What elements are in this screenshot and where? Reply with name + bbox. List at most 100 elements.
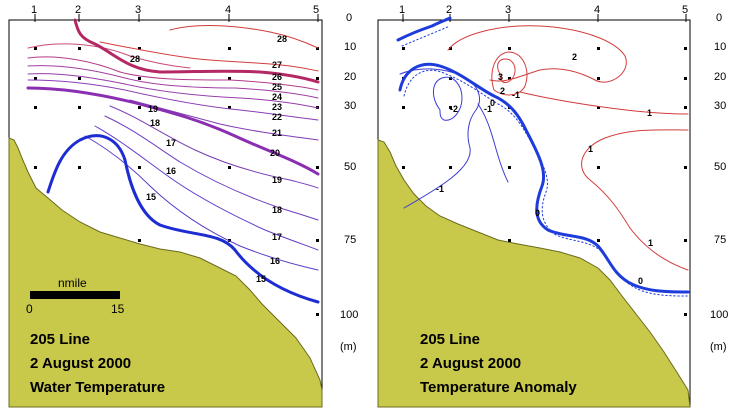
right-depth-tick: 10 (714, 41, 726, 53)
left-depth-axis: 0 10 20 30 50 75 100 (m) (340, 12, 358, 353)
isotherm-15 (46, 134, 320, 304)
anomaly-contour-3 (497, 58, 516, 83)
right-station-axis: 1 2 3 4 5 (399, 4, 688, 22)
scale-bar: nmile 0 15 (26, 276, 125, 316)
isotherm-17 (94, 125, 319, 251)
right-station-label: 2 (446, 4, 452, 16)
isotherm-16 (84, 135, 319, 271)
anomaly-label: -1 (512, 90, 520, 100)
contour-label: 19 (272, 175, 282, 185)
left-panel: 1 2 3 4 5 (8, 4, 358, 408)
isotherm-top-left (27, 43, 191, 69)
contour-label: 24 (272, 92, 282, 102)
left-title: 205 Line 2 August 2000 Water Temperature (30, 331, 165, 396)
right-depth-axis: 0 10 20 30 50 75 100 (m) (710, 12, 728, 353)
scale-bar-rect (30, 291, 120, 299)
isotherm-22 (27, 79, 319, 121)
contour-label: 26 (272, 72, 282, 82)
anomaly-contour-neg1-small (433, 76, 463, 121)
right-depth-tick: 0 (716, 12, 722, 24)
right-title-line: 2 August 2000 (420, 355, 521, 372)
right-depth-unit: (m) (710, 341, 727, 353)
left-title-line: 205 Line (30, 331, 90, 348)
left-isotherms (26, 18, 320, 304)
contour-label: 19 (148, 104, 158, 114)
scale-bar-unit: nmile (58, 276, 87, 290)
right-station-label: 5 (682, 4, 688, 16)
left-depth-tick: 50 (344, 161, 356, 173)
left-depth-unit: (m) (340, 341, 357, 353)
left-station-label: 2 (75, 4, 81, 16)
anomaly-label: 2 (572, 52, 577, 62)
right-land (377, 139, 691, 408)
left-station-axis: 1 2 3 4 5 (31, 4, 319, 22)
isotherm-24 (27, 65, 319, 99)
right-depth-tick: 50 (714, 161, 726, 173)
anomaly-label: 0 (490, 98, 495, 108)
right-depth-tick: 100 (710, 309, 728, 321)
right-panel: 1 2 3 4 5 3 2 (377, 4, 728, 408)
anomaly-label: 0 (535, 208, 540, 218)
anomaly-label: 2 (500, 86, 505, 96)
left-station-label: 4 (225, 4, 231, 16)
anomaly-contour-2-inner (491, 51, 528, 96)
right-depth-tick: 20 (714, 71, 726, 83)
contour-label: 17 (272, 232, 282, 242)
contour-label: 17 (166, 138, 176, 148)
left-contour-labels: 28 27 26 25 24 23 22 21 20 19 18 17 16 1… (130, 34, 287, 284)
left-title-line: Water Temperature (30, 379, 165, 396)
isotherm-25 (27, 56, 319, 91)
anomaly-contour-1-lower (581, 129, 689, 271)
contour-label: 18 (150, 118, 160, 128)
left-depth-tick: 75 (344, 234, 356, 246)
isotherm-19 (109, 105, 319, 189)
right-station-label: 1 (399, 4, 405, 16)
anomaly-label: -1 (484, 104, 492, 114)
contour-label: 20 (270, 148, 280, 158)
scale-bar-end: 15 (111, 302, 125, 316)
isotherm-26 (73, 18, 320, 84)
left-sample-dots (34, 47, 319, 316)
contour-label: 28 (277, 34, 287, 44)
contour-label: 25 (272, 82, 282, 92)
isotherm-27 (99, 41, 319, 72)
anomaly-label: 1 (648, 238, 653, 248)
contour-label: 18 (272, 205, 282, 215)
left-depth-tick: 20 (344, 71, 356, 83)
contour-label: 21 (272, 128, 282, 138)
right-station-label: 4 (594, 4, 600, 16)
anomaly-contour-zero-top (396, 16, 452, 42)
contour-label: 16 (166, 166, 176, 176)
right-depth-tick: 75 (714, 234, 726, 246)
left-depth-tick: 10 (344, 41, 356, 53)
scale-bar-start: 0 (26, 302, 33, 316)
contour-label: 16 (270, 256, 280, 266)
anomaly-label: 0 (638, 276, 643, 286)
left-depth-tick: 30 (344, 100, 356, 112)
anomaly-label: 3 (498, 72, 503, 82)
contour-label: 27 (272, 60, 282, 70)
right-title-line: Temperature Anomaly (420, 379, 577, 396)
right-contour-labels: 3 2 2 1 1 1 0 0 0 -1 -1 -1 -2 (436, 52, 653, 286)
left-station-label: 5 (313, 4, 319, 16)
right-depth-tick: 30 (714, 100, 726, 112)
left-station-label: 3 (135, 4, 141, 16)
left-depth-tick: 100 (340, 309, 358, 321)
anomaly-contour-1 (519, 91, 689, 115)
right-sample-dots (402, 47, 687, 316)
isotherm-18 (104, 115, 319, 221)
left-depth-tick: 0 (346, 12, 352, 24)
right-title-line: 205 Line (420, 331, 480, 348)
isotherm-21-thick (26, 86, 320, 176)
anomaly-label: -2 (450, 104, 458, 114)
anomaly-contour-neg1-right (477, 103, 509, 183)
anomaly-label: 1 (647, 108, 652, 118)
right-station-label: 3 (505, 4, 511, 16)
left-land (8, 137, 323, 408)
right-anomaly-contours (396, 16, 690, 297)
contour-label: 28 (130, 54, 140, 64)
anomaly-ticks (401, 25, 689, 297)
right-title: 205 Line 2 August 2000 Temperature Anoma… (420, 331, 577, 396)
left-station-label: 1 (31, 4, 37, 16)
